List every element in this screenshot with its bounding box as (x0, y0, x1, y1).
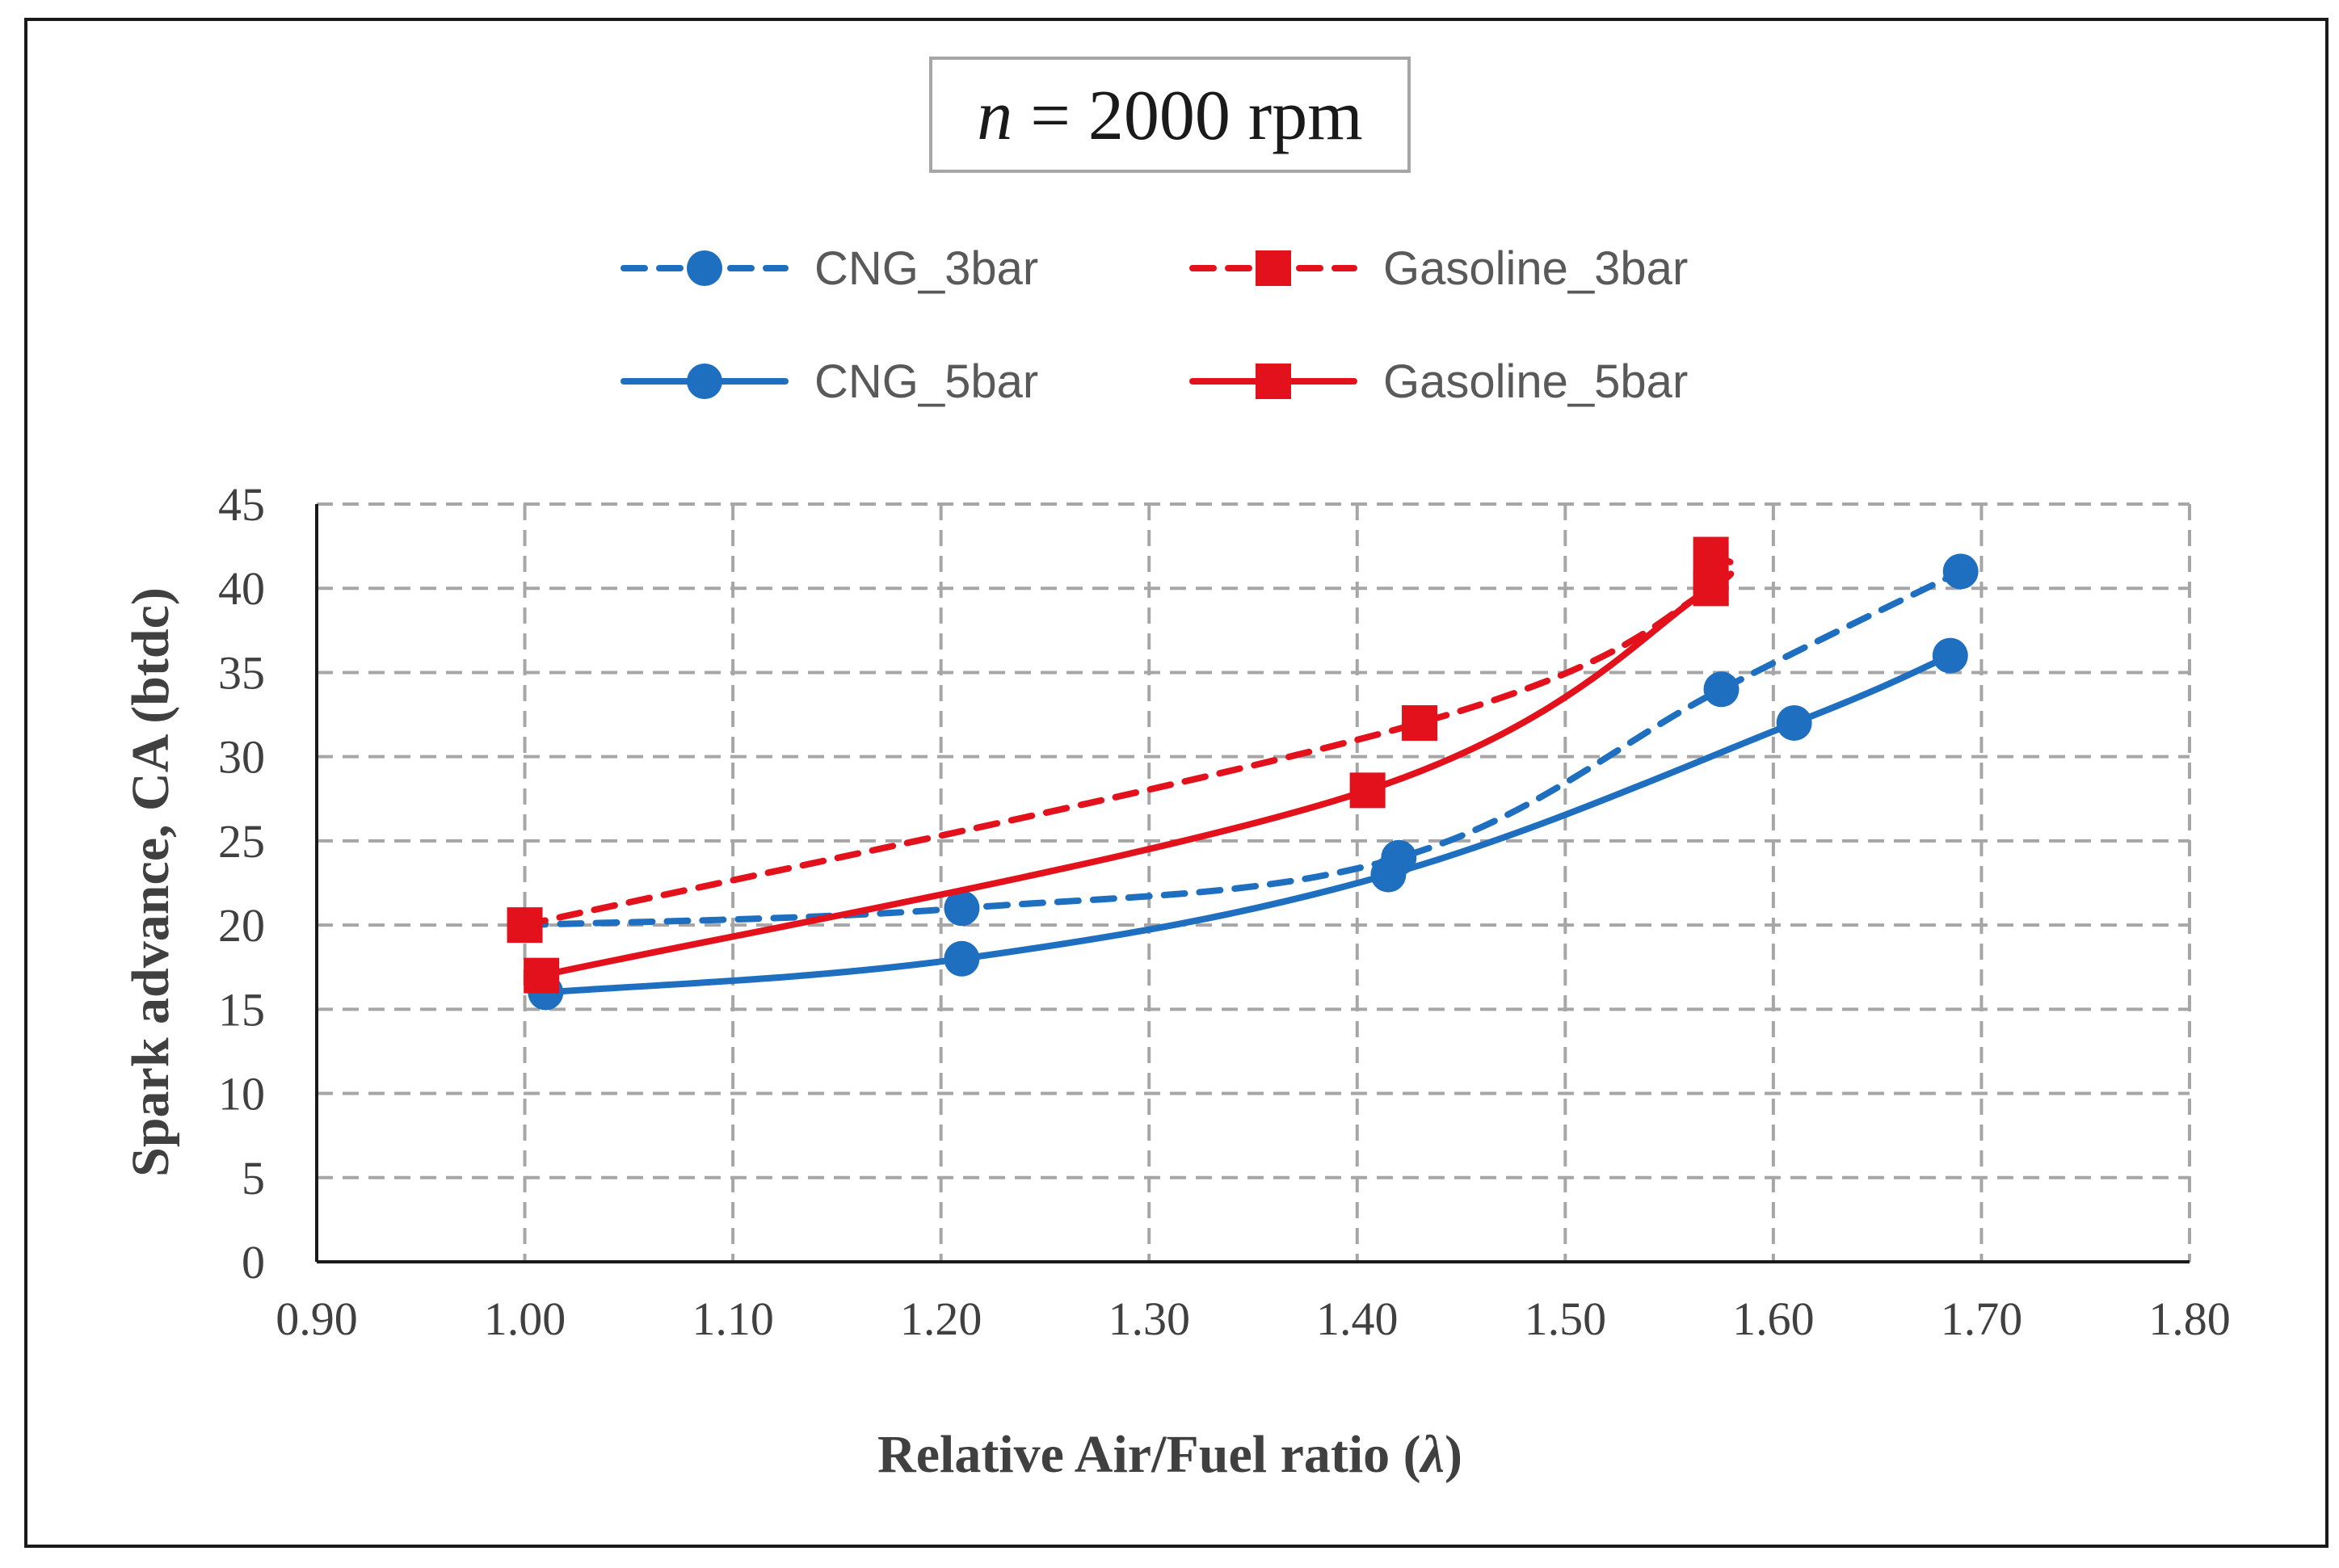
legend-entry-gasoline-5bar: Gasoline_5bar (1189, 355, 1688, 408)
legend-label-cng-5bar: CNG_5bar (814, 355, 1038, 408)
legend-marker-gasoline-3bar (1256, 250, 1291, 286)
y-tick-label: 10 (218, 1068, 265, 1120)
data-point-gasoline-5bar (1349, 772, 1386, 809)
legend-label-cng-3bar: CNG_3bar (814, 242, 1038, 295)
legend-marker-cng-3bar (687, 250, 722, 286)
x-tick-label: 1.40 (1316, 1293, 1399, 1345)
x-tick-label: 1.20 (900, 1293, 982, 1345)
data-point-gasoline-3bar (1402, 704, 1438, 741)
x-tick-label: 1.80 (2148, 1293, 2231, 1345)
y-tick-label: 30 (218, 731, 265, 784)
legend-label-gasoline-3bar: Gasoline_3bar (1383, 242, 1688, 295)
title-text: n = 2000 rpm (977, 77, 1362, 155)
y-tick-label: 15 (218, 983, 265, 1036)
data-point-cng-5bar (1370, 856, 1407, 893)
legend-entry-cng-5bar: CNG_5bar (621, 355, 1038, 408)
y-axis-title: Spark advance, CA (btdc) (121, 587, 180, 1177)
x-axis-title-prefix: Relative Air/Fuel ratio ( (877, 1425, 1421, 1484)
series-layer (507, 536, 1979, 1011)
x-tick-label: 1.10 (692, 1293, 774, 1345)
x-tick-label: 1.50 (1525, 1293, 1607, 1345)
legend-label-gasoline-5bar: Gasoline_5bar (1383, 355, 1688, 408)
data-point-cng-5bar (1776, 704, 1812, 741)
data-point-gasoline-5bar (1693, 570, 1729, 607)
y-tick-label: 35 (218, 646, 265, 699)
data-point-cng-3bar (944, 890, 980, 927)
outer-frame (24, 18, 2328, 1548)
data-point-cng-5bar (944, 940, 980, 977)
x-tick-label: 1.60 (1732, 1293, 1815, 1345)
data-point-gasoline-5bar (524, 957, 560, 994)
legend-marker-cng-5bar (687, 364, 722, 399)
legend-entry-gasoline-3bar: Gasoline_3bar (1189, 242, 1688, 295)
x-axis-title: Relative Air/Fuel ratio (λ) (877, 1425, 1462, 1484)
data-point-gasoline-3bar (1693, 536, 1729, 573)
series-gasoline-5bar (524, 570, 1729, 994)
data-point-cng-3bar (1942, 553, 1979, 590)
data-point-cng-5bar (1932, 637, 1968, 674)
series-line-cng-3bar (521, 568, 1964, 929)
tick-labels: 0.90 1.00 1.10 1.20 1.30 1.40 1.50 1.60 1.70 1.80… (218, 478, 2231, 1345)
y-tick-label: 0 (242, 1236, 265, 1288)
legend-entry-cng-3bar: CNG_3bar (621, 242, 1038, 295)
chart-title: n = 2000 rpm (929, 57, 1411, 173)
legend-marker-gasoline-5bar (1256, 364, 1291, 399)
title-prefix: n (977, 77, 1012, 155)
y-tick-label: 5 (242, 1152, 265, 1204)
x-axis-title-suffix: ) (1445, 1425, 1462, 1484)
x-tick-label: 1.70 (1941, 1293, 2023, 1345)
title-box (929, 57, 1411, 173)
x-axis-title-symbol: λ (1419, 1425, 1445, 1484)
x-tick-label: 0.90 (276, 1293, 358, 1345)
gridlines (317, 502, 2191, 1262)
x-tick-label: 1.00 (484, 1293, 566, 1345)
y-tick-label: 25 (218, 815, 265, 868)
data-point-gasoline-3bar (507, 907, 543, 944)
series-cng-3bar (507, 553, 1979, 944)
data-point-cng-3bar (1703, 671, 1740, 708)
y-tick-label: 45 (218, 478, 265, 531)
series-line-gasoline-5bar (538, 585, 1714, 979)
y-tick-label: 20 (218, 899, 265, 952)
series-line-gasoline-3bar (521, 551, 1738, 929)
axes (315, 504, 2190, 1263)
legend: CNG_3bar Gasoline_3bar CNG_5bar Gasoline_5b… (621, 242, 1688, 408)
title-rest: = 2000 rpm (1012, 77, 1362, 155)
y-tick-label: 40 (218, 562, 265, 615)
series-gasoline-3bar (507, 536, 1738, 944)
x-tick-label: 1.30 (1108, 1293, 1190, 1345)
